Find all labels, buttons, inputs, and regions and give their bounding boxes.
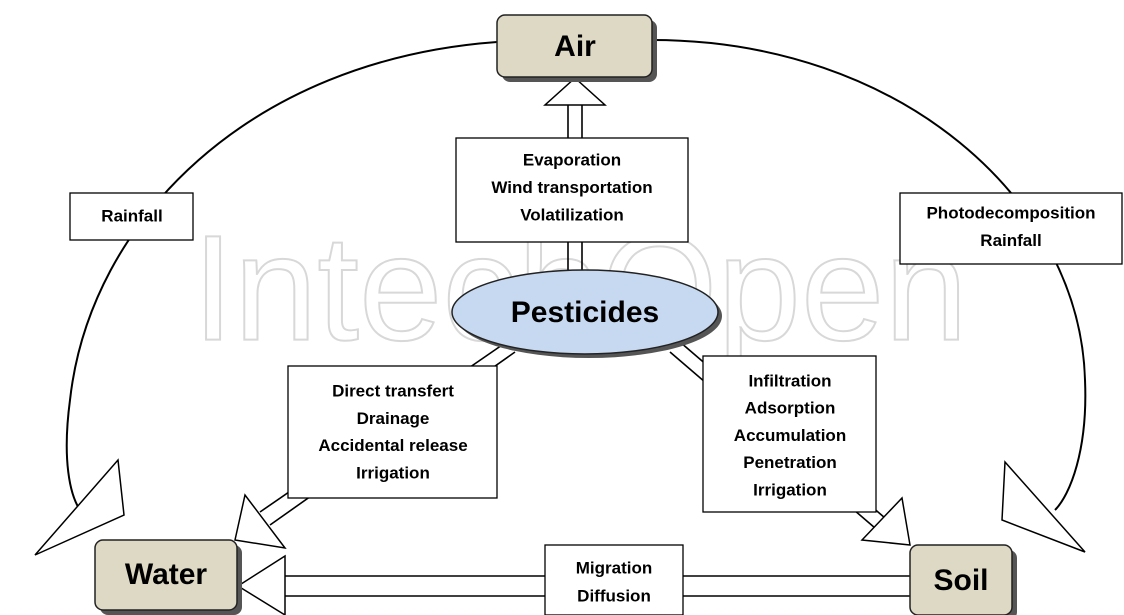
node-box [909,544,1013,615]
process-box [544,544,684,615]
curve-air-water [65,41,498,511]
node-ellipse [451,269,719,355]
process-label: Volatilization [520,205,624,224]
process-label: Photodecomposition [926,203,1095,222]
arrow-head [860,496,911,546]
process-box [455,137,689,243]
process-label: Penetration [743,453,837,472]
process-label: Wind transportation [491,178,652,197]
arrow-head [236,554,286,615]
process-box [899,192,1123,265]
arrow-head [34,458,125,556]
process-box [69,192,194,241]
arrow-head [543,76,607,106]
process-label: Accumulation [734,426,846,445]
process-label: Rainfall [101,206,162,225]
process-label: Accidental release [318,436,467,455]
process-label: Diffusion [577,586,651,605]
process-label: Migration [576,558,653,577]
node-label: Water [125,558,208,591]
process-label: Drainage [357,409,430,428]
process-box [702,355,877,513]
node-label: Air [554,30,596,63]
arrow-head [234,493,287,550]
process-label: Irrigation [753,480,827,499]
node-box [496,14,653,78]
process-label: Evaporation [523,150,621,169]
process-label: Infiltration [748,371,831,390]
process-label: Adsorption [745,399,836,418]
process-box [287,365,498,499]
process-label: Direct transfert [332,381,454,400]
node-box [94,539,238,611]
arrow-head [1001,460,1086,553]
process-label: Rainfall [980,231,1041,250]
node-label: Pesticides [511,296,659,329]
process-label: Irrigation [356,463,430,482]
node-label: Soil [933,564,988,597]
